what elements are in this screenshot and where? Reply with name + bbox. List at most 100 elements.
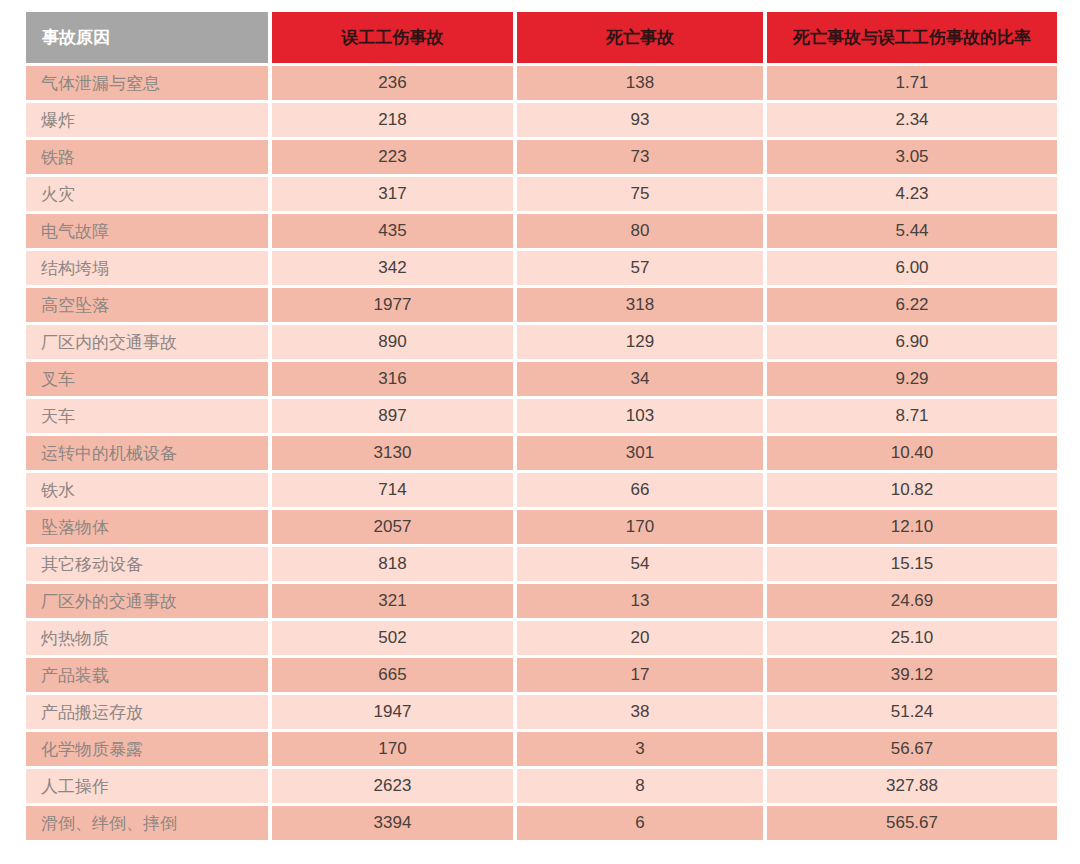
value-cell: 223 [272,140,513,174]
accident-cause-table: 事故原因 误工工伤事故 死亡事故 死亡事故与误工工伤事故的比率 气体泄漏与窒息2… [22,9,1061,843]
value-cell: 218 [272,103,513,137]
value-cell: 6.22 [767,288,1057,322]
value-cell: 6.90 [767,325,1057,359]
value-cell: 316 [272,362,513,396]
cause-cell: 滑倒、绊倒、摔倒 [26,806,268,840]
table-row: 产品装载6651739.12 [26,658,1057,692]
value-cell: 502 [272,621,513,655]
cause-cell: 厂区内的交通事故 [26,325,268,359]
table-row: 厂区内的交通事故8901296.90 [26,325,1057,359]
cause-cell: 结构垮塌 [26,251,268,285]
value-cell: 138 [517,66,763,100]
value-cell: 3394 [272,806,513,840]
value-cell: 103 [517,399,763,433]
value-cell: 12.10 [767,510,1057,544]
table-row: 爆炸218932.34 [26,103,1057,137]
value-cell: 1.71 [767,66,1057,100]
table-row: 铁水7146610.82 [26,473,1057,507]
header-cell-cause: 事故原因 [26,12,268,63]
value-cell: 93 [517,103,763,137]
value-cell: 8 [517,769,763,803]
value-cell: 342 [272,251,513,285]
value-cell: 25.10 [767,621,1057,655]
value-cell: 2.34 [767,103,1057,137]
value-cell: 75 [517,177,763,211]
cause-cell: 气体泄漏与窒息 [26,66,268,100]
cause-cell: 灼热物质 [26,621,268,655]
value-cell: 170 [272,732,513,766]
header-cell-fatal-accidents: 死亡事故 [517,12,763,63]
value-cell: 6.00 [767,251,1057,285]
table-row: 结构垮塌342576.00 [26,251,1057,285]
header-cell-ratio: 死亡事故与误工工伤事故的比率 [767,12,1057,63]
cause-cell: 产品装载 [26,658,268,692]
table-row: 电气故障435805.44 [26,214,1057,248]
value-cell: 66 [517,473,763,507]
value-cell: 565.67 [767,806,1057,840]
value-cell: 6 [517,806,763,840]
value-cell: 435 [272,214,513,248]
cause-cell: 化学物质暴露 [26,732,268,766]
value-cell: 34 [517,362,763,396]
value-cell: 13 [517,584,763,618]
table-row: 坠落物体205717012.10 [26,510,1057,544]
value-cell: 51.24 [767,695,1057,729]
value-cell: 39.12 [767,658,1057,692]
value-cell: 301 [517,436,763,470]
value-cell: 3130 [272,436,513,470]
value-cell: 1977 [272,288,513,322]
value-cell: 38 [517,695,763,729]
value-cell: 3.05 [767,140,1057,174]
value-cell: 57 [517,251,763,285]
cause-cell: 厂区外的交通事故 [26,584,268,618]
value-cell: 80 [517,214,763,248]
cause-cell: 产品搬运存放 [26,695,268,729]
cause-cell: 运转中的机械设备 [26,436,268,470]
table-row: 其它移动设备8185415.15 [26,547,1057,581]
table-row: 运转中的机械设备313030110.40 [26,436,1057,470]
table-row: 叉车316349.29 [26,362,1057,396]
table-row: 高空坠落19773186.22 [26,288,1057,322]
value-cell: 714 [272,473,513,507]
value-cell: 129 [517,325,763,359]
value-cell: 318 [517,288,763,322]
cause-cell: 铁路 [26,140,268,174]
value-cell: 897 [272,399,513,433]
cause-cell: 人工操作 [26,769,268,803]
value-cell: 54 [517,547,763,581]
value-cell: 8.71 [767,399,1057,433]
cause-cell: 电气故障 [26,214,268,248]
value-cell: 3 [517,732,763,766]
value-cell: 818 [272,547,513,581]
cause-cell: 叉车 [26,362,268,396]
table-row: 灼热物质5022025.10 [26,621,1057,655]
header-cell-lost-time-injury: 误工工伤事故 [272,12,513,63]
value-cell: 1947 [272,695,513,729]
table-row: 铁路223733.05 [26,140,1057,174]
header-row: 事故原因 误工工伤事故 死亡事故 死亡事故与误工工伤事故的比率 [26,12,1057,63]
cause-cell: 火灾 [26,177,268,211]
value-cell: 321 [272,584,513,618]
table-row: 气体泄漏与窒息2361381.71 [26,66,1057,100]
cause-cell: 坠落物体 [26,510,268,544]
value-cell: 2623 [272,769,513,803]
value-cell: 890 [272,325,513,359]
value-cell: 170 [517,510,763,544]
value-cell: 236 [272,66,513,100]
value-cell: 10.40 [767,436,1057,470]
value-cell: 665 [272,658,513,692]
table-row: 厂区外的交通事故3211324.69 [26,584,1057,618]
value-cell: 10.82 [767,473,1057,507]
table-figure: 事故原因 误工工伤事故 死亡事故 死亡事故与误工工伤事故的比率 气体泄漏与窒息2… [0,0,1080,864]
value-cell: 24.69 [767,584,1057,618]
table-row: 天车8971038.71 [26,399,1057,433]
cause-cell: 爆炸 [26,103,268,137]
value-cell: 17 [517,658,763,692]
cause-cell: 天车 [26,399,268,433]
value-cell: 327.88 [767,769,1057,803]
table-body: 气体泄漏与窒息2361381.71爆炸218932.34铁路223733.05火… [26,66,1057,840]
value-cell: 4.23 [767,177,1057,211]
value-cell: 73 [517,140,763,174]
value-cell: 2057 [272,510,513,544]
cause-cell: 高空坠落 [26,288,268,322]
